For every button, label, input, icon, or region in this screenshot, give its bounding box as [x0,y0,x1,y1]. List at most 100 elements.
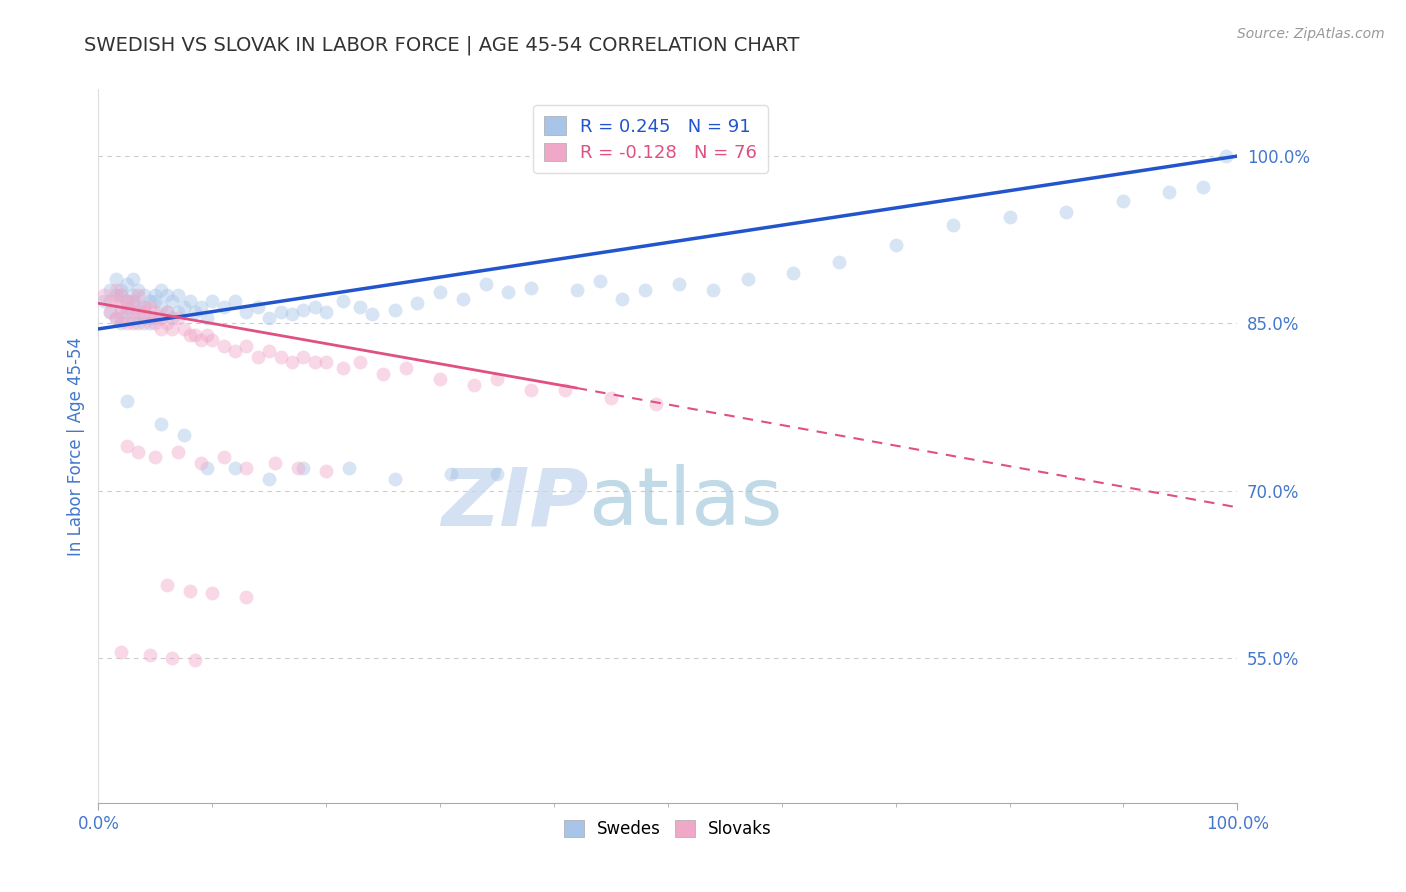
Point [127,300,149,314]
Point [110,305,132,319]
Point [270,305,292,319]
Text: Source: ZipAtlas.com: Source: ZipAtlas.com [1237,27,1385,41]
Point [235,305,257,319]
Point [942,219,965,233]
Point [565,283,588,297]
Point [127,283,149,297]
Point [138,294,160,309]
Point [371,367,394,381]
Point [429,372,451,386]
Point [235,339,257,353]
Point [104,271,127,285]
Point [156,578,179,592]
Point [179,327,201,342]
Point [315,305,337,319]
Point [145,310,167,325]
Point [246,300,269,314]
Point [224,344,246,359]
Point [110,288,132,302]
Point [395,360,418,375]
Point [93,294,115,309]
Point [132,288,155,302]
Point [156,305,179,319]
Point [304,355,326,369]
Point [98,283,121,297]
Point [98,294,121,309]
Point [121,288,143,302]
Point [127,317,149,331]
Point [98,305,121,319]
Point [138,310,160,325]
Point [104,283,127,297]
Point [115,305,138,319]
Point [150,310,173,325]
Point [332,360,354,375]
Point [486,467,509,481]
Point [195,310,218,325]
Point [115,317,138,331]
Point [235,461,257,475]
Point [110,283,132,297]
Point [179,294,201,309]
Point [998,211,1021,225]
Point [463,377,485,392]
Point [115,294,138,309]
Point [190,456,212,470]
Point [127,444,149,458]
Point [212,339,235,353]
Point [179,584,201,599]
Point [406,296,429,310]
Point [520,280,543,294]
Point [195,461,218,475]
Point [224,461,246,475]
Point [110,645,132,659]
Point [138,648,160,662]
Point [127,288,149,302]
Point [121,294,143,309]
Point [588,274,610,288]
Point [1192,180,1215,194]
Point [115,294,138,309]
Point [315,464,337,478]
Point [104,288,127,302]
Point [224,294,246,309]
Point [195,327,218,342]
Point [292,303,315,318]
Point [201,586,224,600]
Point [156,305,179,319]
Point [668,277,690,292]
Point [121,310,143,325]
Point [270,350,292,364]
Point [132,310,155,325]
Point [246,350,269,364]
Point [93,288,115,302]
Point [167,288,190,302]
Point [201,333,224,347]
Point [259,310,281,325]
Point [150,283,173,297]
Point [184,305,207,319]
Point [162,294,184,309]
Point [145,317,167,331]
Point [315,355,337,369]
Text: atlas: atlas [588,464,783,542]
Point [121,271,143,285]
Point [440,467,463,481]
Point [612,292,634,306]
Point [121,305,143,319]
Point [349,355,371,369]
Point [429,285,451,300]
Point [212,450,235,465]
Point [104,310,127,325]
Point [162,322,184,336]
Point [264,456,287,470]
Point [360,307,382,322]
Point [201,294,224,309]
Point [287,461,309,475]
Point [337,461,360,475]
Point [173,428,195,442]
Point [645,396,668,410]
Point [554,384,576,398]
Point [145,450,167,465]
Point [190,333,212,347]
